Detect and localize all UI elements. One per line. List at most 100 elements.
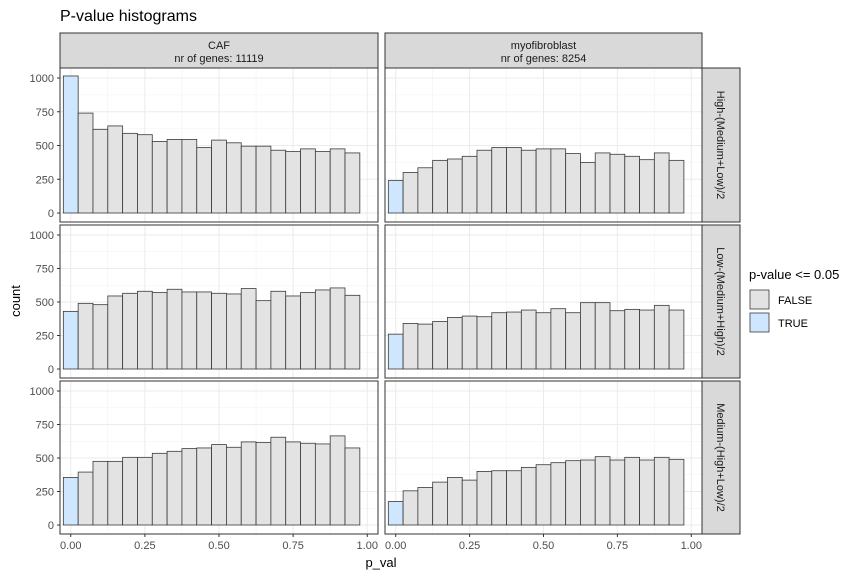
panel-r2-c1: [384, 380, 703, 535]
legend-label-true: TRUE: [778, 318, 808, 330]
histogram-bar: [491, 312, 507, 370]
histogram-bar: [520, 309, 537, 370]
histogram-bar: [402, 490, 419, 526]
y-tick-label: 250: [36, 174, 54, 186]
histogram-bar: [550, 308, 567, 370]
histogram-bar: [196, 291, 212, 370]
x-tick-label: 0.75: [607, 540, 628, 552]
histogram-bar: [314, 443, 331, 526]
y-tick-label: 0: [48, 520, 54, 532]
histogram-bar: [240, 288, 257, 370]
y-tick-label: 500: [36, 141, 54, 153]
histogram-bar: [77, 302, 94, 370]
histogram-bar: [535, 464, 552, 526]
y-tick-label: 1000: [30, 386, 54, 398]
y-tick-label: 750: [36, 107, 54, 119]
histogram-bar: [62, 477, 79, 526]
legend-label-false: FALSE: [778, 295, 812, 307]
histogram-bar: [580, 459, 596, 526]
histogram-bar: [255, 145, 272, 214]
x-tick-label: 1.00: [357, 540, 378, 552]
histogram-bar: [653, 456, 670, 526]
histogram-bar: [520, 466, 537, 526]
histogram-bar: [151, 141, 168, 214]
histogram-bar: [300, 442, 316, 526]
histogram-bar: [417, 487, 434, 526]
x-axis-title: p_val: [365, 555, 396, 570]
histogram-bar: [624, 155, 640, 214]
histogram-bar: [609, 310, 626, 370]
histogram-bar: [565, 312, 581, 370]
histogram-bar: [387, 180, 404, 214]
x-tick-label: 0.75: [282, 540, 303, 552]
histogram-bar: [240, 441, 257, 526]
histogram-bar: [535, 312, 552, 370]
histogram-bar: [639, 459, 655, 526]
histogram-bar: [329, 148, 346, 214]
histogram-bar: [476, 316, 493, 370]
histogram-bar: [476, 470, 493, 526]
x-tick-label: 0.50: [208, 540, 229, 552]
histogram-bar: [107, 460, 124, 526]
histogram-bar: [506, 311, 522, 370]
histogram-bar: [565, 460, 581, 526]
row-strip-label-2: Medium-(High+Low)/2: [714, 403, 726, 512]
histogram-bar: [62, 75, 79, 214]
histogram-bar: [639, 159, 655, 214]
histogram-bar: [594, 152, 611, 214]
histogram-bar: [314, 151, 331, 214]
row-strip-label-1: Low-(Medium+High)/2: [714, 247, 726, 356]
histogram-bar: [580, 161, 596, 214]
y-tick-label: 0: [48, 364, 54, 376]
histogram-bar: [668, 309, 685, 370]
histogram-bar: [639, 309, 655, 370]
histogram-bar: [137, 456, 153, 526]
histogram-bar: [62, 310, 79, 370]
histogram-bar: [624, 308, 640, 370]
histogram-bar: [314, 289, 331, 370]
histogram-bar: [344, 152, 361, 214]
histogram-bar: [624, 456, 640, 526]
histogram-bar: [491, 147, 507, 214]
histogram-bar: [77, 112, 94, 214]
panel-border: [384, 224, 703, 379]
histogram-bar: [270, 290, 287, 370]
legend-key-false: [749, 289, 770, 310]
histogram-bar: [137, 134, 153, 214]
histogram-bar: [447, 158, 463, 214]
panel-border: [384, 67, 703, 223]
histogram-bar: [535, 148, 552, 214]
y-tick-label: 1000: [30, 73, 54, 85]
histogram-bar: [196, 147, 212, 214]
row-strip-label-0: High-(Medium+Low)/2: [714, 91, 726, 200]
y-tick-label: 0: [48, 208, 54, 220]
y-tick-label: 1000: [30, 230, 54, 242]
histogram-bar: [122, 456, 138, 526]
y-tick-label: 250: [36, 331, 54, 343]
histogram-bar: [594, 456, 611, 526]
histogram-bar: [211, 139, 227, 214]
histogram-bar: [211, 444, 227, 526]
histogram-bar: [417, 323, 434, 370]
histogram-bar: [107, 295, 124, 370]
histogram-bar: [270, 436, 287, 526]
histogram-bar: [417, 167, 434, 214]
histogram-bar: [461, 479, 478, 526]
histogram-bar: [285, 295, 301, 370]
histogram-bar: [300, 292, 316, 370]
histogram-bar: [447, 477, 463, 526]
panel-r1-c0: [59, 224, 379, 379]
y-tick-label: 500: [36, 297, 54, 309]
histogram-bar: [196, 447, 212, 526]
histogram-bar: [344, 294, 361, 370]
column-strip-title-1: myofibroblast: [511, 40, 576, 52]
y-tick-label: 500: [36, 453, 54, 465]
histogram-bar: [329, 287, 346, 370]
histogram-bar: [226, 142, 242, 214]
histogram-bar: [506, 470, 522, 526]
histogram-bar: [137, 290, 153, 370]
histogram-bar: [226, 293, 242, 370]
row-strip-1: [701, 224, 741, 379]
